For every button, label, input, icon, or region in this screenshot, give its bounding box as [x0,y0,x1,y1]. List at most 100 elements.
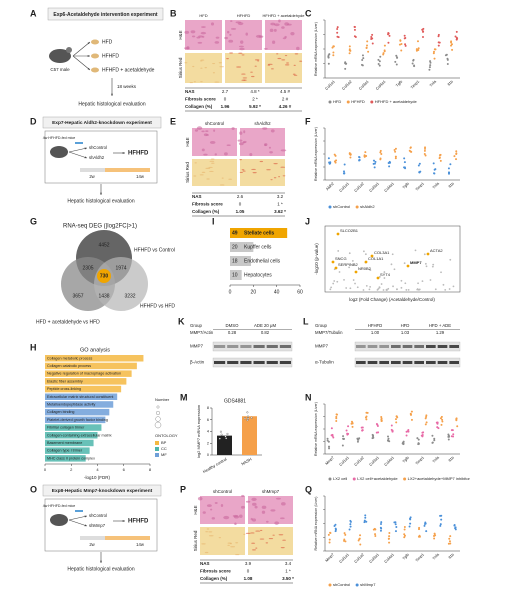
texture [209,160,215,162]
x-axis-label: -log10 (FDR) [84,475,111,480]
dot [379,529,382,532]
dot [366,411,369,414]
texture [236,66,242,68]
dot [387,41,390,44]
table-cell: NAS [192,194,202,199]
arrow-head [87,42,90,45]
panel-letter: B [170,8,177,18]
dot [334,527,337,530]
dot [374,533,377,536]
texture [190,30,196,34]
y-axis-label: Relative mRNA expression (Liver) [314,127,318,181]
sirius-image [185,53,222,83]
panel-letter: M [180,392,188,402]
dot [387,32,390,35]
category-label: Timp1 [410,80,420,90]
he-image [240,128,285,156]
go-term: Platelet-derived growth factor binding [47,418,108,422]
texture [276,53,279,55]
dot [364,151,367,154]
dot [405,289,408,291]
dot [392,285,394,288]
blot-band [227,361,239,364]
dot [352,279,355,281]
dot [418,534,421,537]
row-label: H&E [185,137,190,146]
dot [403,166,406,169]
category-label: Col1a2 [354,456,365,467]
texture [230,546,236,548]
dot [338,271,341,273]
dot [433,437,436,440]
dot [349,156,352,159]
dot [437,33,440,36]
texture [238,45,244,48]
dot [423,253,426,256]
bar [230,256,251,266]
blot-band [279,361,291,364]
dot [433,537,436,540]
bar [45,355,144,362]
column-header: HFHFD + acetaldehyde [263,13,306,18]
texture [270,68,274,70]
legend-label: shAldh2 [360,204,375,209]
table-cell: 1 * [277,202,283,207]
texture [205,130,209,133]
texture [210,22,215,26]
dot [218,437,221,440]
dot [442,283,445,286]
x-tick-label: 2 [70,467,73,472]
texture [254,65,257,67]
texture [245,532,251,534]
dot [342,435,345,438]
table-cell: 4.26 # [279,104,292,109]
dot [400,279,403,282]
dot [440,423,443,426]
texture [200,81,203,83]
dot [357,539,360,542]
bar [45,385,122,393]
dot [388,160,391,163]
dot [425,421,428,424]
blot-band [356,345,366,348]
dot [444,54,447,57]
dot [403,34,406,37]
bar [45,408,110,416]
category-label: Il1b [448,182,455,189]
texture [245,32,248,36]
title-box [42,116,162,129]
texture [235,542,239,544]
x-axis-label: log2 (Fold Change) (Acetaldehyde/Control… [349,297,435,302]
dot [446,62,449,65]
texture [200,67,203,69]
dot [404,282,407,285]
dot [335,415,338,418]
dot [345,429,348,432]
texture [272,534,275,536]
dot [388,535,391,538]
gene-label: MMP7 [410,260,422,265]
dot [363,521,366,524]
go-term: Collagen catabolic process [47,364,91,368]
food-icon [91,39,99,45]
texture [252,502,257,506]
dot [417,282,419,285]
blot-band [240,361,252,364]
dot [362,57,365,60]
label: Hepatic histological evaluation [67,198,134,204]
texture [215,36,220,39]
dot [368,288,371,291]
dot [349,523,352,526]
y-axis-label: log2 MMP7 mRNA expression [196,405,201,458]
dot [429,279,432,281]
texture [226,144,231,147]
dot [379,149,382,152]
go-term: Fibrillar collagen trimer [47,426,85,430]
dot [428,66,431,69]
blot-band [367,345,378,348]
food-icon [91,67,99,73]
highlight-dot [376,276,380,280]
dot [450,43,453,46]
dot [417,438,420,441]
dot [441,420,444,423]
